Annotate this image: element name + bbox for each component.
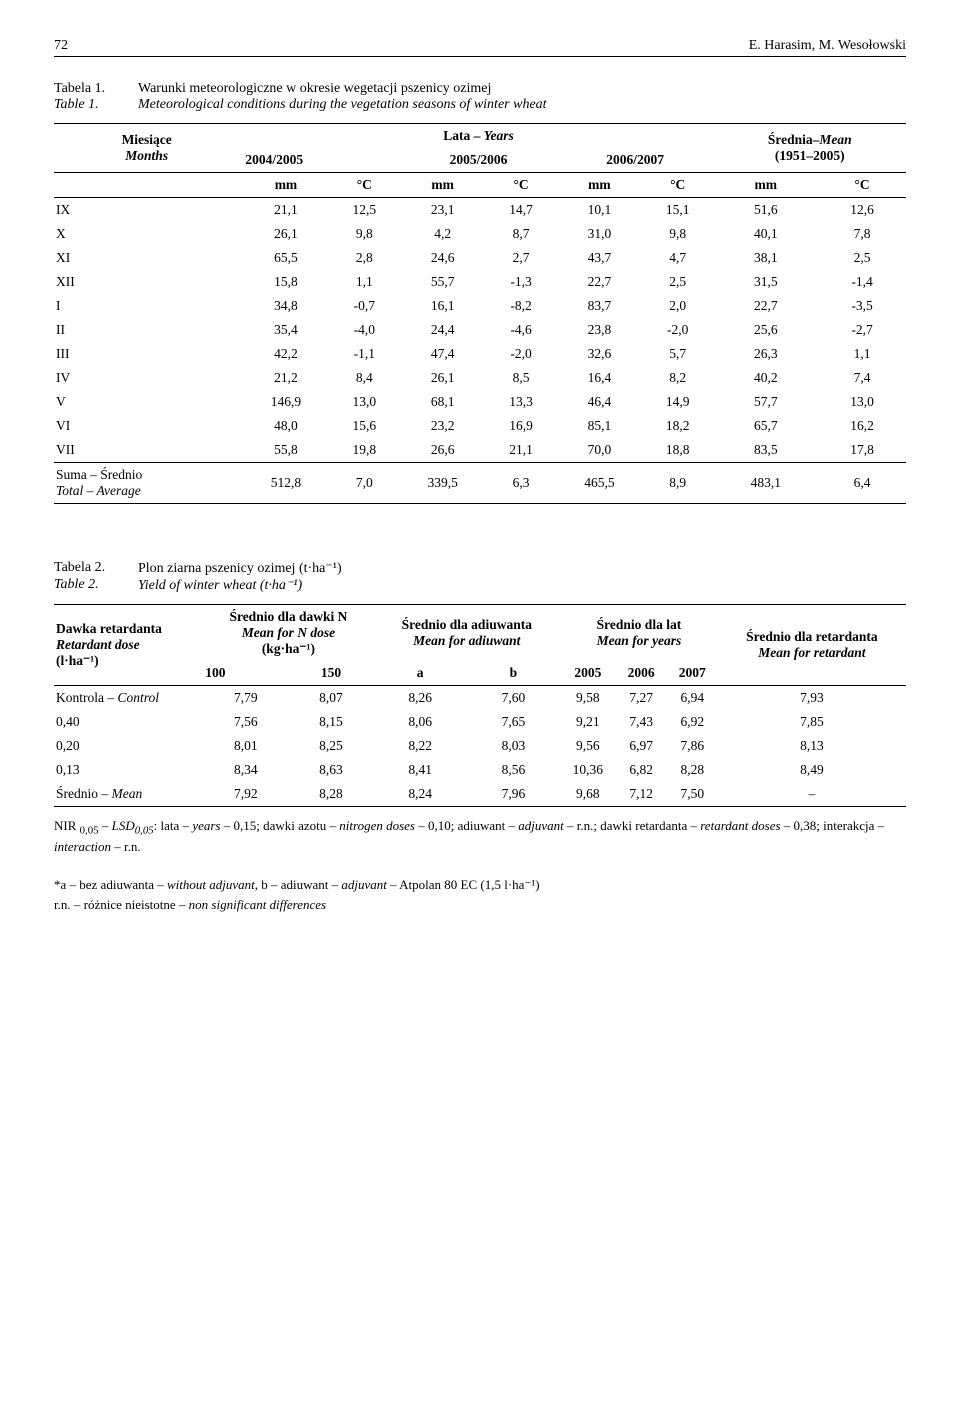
table-row: II35,4-4,024,4-4,623,8-2,025,6-2,7 (54, 318, 906, 342)
table-row-mean: Średnio – Mean7,928,288,247,969,687,127,… (54, 782, 906, 807)
table-row: VII55,819,826,621,170,018,883,517,8 (54, 438, 906, 463)
table-row-sum: Suma – ŚrednioTotal – Average512,87,0339… (54, 463, 906, 504)
table-row: III42,2-1,147,4-2,032,65,726,31,1 (54, 342, 906, 366)
table2-footnotes: NIR 0,05 – LSD0,05: lata – years – 0,15;… (54, 817, 906, 914)
footnote-rn: r.n. – różnice nieistotne – non signific… (54, 896, 906, 914)
table2-title-en: Yield of winter wheat (t·ha⁻¹) (138, 577, 302, 594)
th-months: Miesiące Months (54, 124, 243, 173)
table-row: 0,138,348,638,418,5610,366,828,288,49 (54, 758, 906, 782)
table-row: I34,8-0,716,1-8,283,72,022,7-3,5 (54, 294, 906, 318)
th-meanN: Średnio dla dawki N Mean for N dose (kg·… (203, 605, 373, 662)
table-row: 0,407,568,158,067,659,217,436,927,85 (54, 710, 906, 734)
footnote-ab: *a – bez adiuwanta – without adjuvant, b… (54, 876, 906, 894)
table-row: 0,208,018,258,228,039,566,977,868,13 (54, 734, 906, 758)
footnote-nir: NIR 0,05 – LSD0,05: lata – years – 0,15;… (54, 817, 906, 856)
table2-label-en: Table 2. (54, 577, 124, 594)
table-row: X26,19,84,28,731,09,840,17,8 (54, 222, 906, 246)
th-years: Lata – Years (243, 124, 713, 149)
th-meanRet: Średnio dla retardanta Mean for retardan… (718, 605, 906, 686)
table2-label-pl: Tabela 2. (54, 560, 124, 577)
table-row: IV21,28,426,18,516,48,240,27,4 (54, 366, 906, 390)
table1: Miesiące Months Lata – Years Średnia–Mea… (54, 123, 906, 504)
table-row: IX21,112,523,114,710,115,151,612,6 (54, 198, 906, 223)
table1-title-pl: Warunki meteorologiczne w okresie wegeta… (138, 81, 491, 97)
table-row: XI65,52,824,62,743,74,738,12,5 (54, 246, 906, 270)
page-author: E. Harasim, M. Wesołowski (749, 38, 906, 54)
table1-label-pl: Tabela 1. (54, 81, 124, 97)
table2-caption: Tabela 2. Plon ziarna pszenicy ozimej (t… (54, 560, 906, 594)
table-row: Kontrola – Control7,798,078,267,609,587,… (54, 686, 906, 711)
table-row: V146,913,068,113,346,414,957,713,0 (54, 390, 906, 414)
page-number: 72 (54, 38, 68, 54)
th-meanAdj: Średnio dla adiuwanta Mean for adiuwant (374, 605, 561, 662)
th-meanYears: Średnio dla lat Mean for years (560, 605, 718, 662)
table1-caption: Tabela 1. Warunki meteorologiczne w okre… (54, 81, 906, 113)
th-mean: Średnia–Mean (1951–2005) (714, 124, 906, 173)
table-row: VI48,015,623,216,985,118,265,716,2 (54, 414, 906, 438)
table1-label-en: Table 1. (54, 97, 124, 113)
table1-title-en: Meteorological conditions during the veg… (138, 97, 547, 113)
page-header: 72 E. Harasim, M. Wesołowski (54, 38, 906, 57)
table-row: XII15,81,155,7-1,322,72,531,5-1,4 (54, 270, 906, 294)
th-dose: Dawka retardanta Retardant dose (l·ha⁻¹) (54, 605, 203, 686)
table2-title-pl: Plon ziarna pszenicy ozimej (t·ha⁻¹) (138, 560, 342, 577)
table2: Dawka retardanta Retardant dose (l·ha⁻¹)… (54, 604, 906, 807)
